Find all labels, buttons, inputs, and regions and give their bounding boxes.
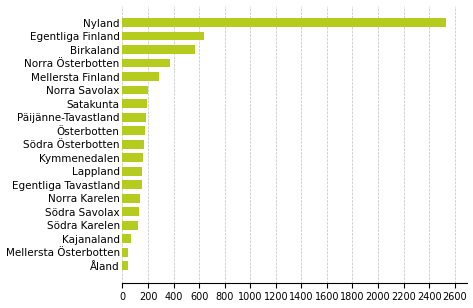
Bar	[123, 18, 446, 27]
Bar	[123, 86, 148, 95]
Bar	[123, 126, 146, 135]
Bar	[123, 140, 144, 148]
Bar	[123, 99, 148, 108]
Bar	[123, 45, 195, 54]
Bar	[123, 72, 159, 81]
Bar	[123, 180, 141, 189]
Bar	[123, 261, 128, 270]
Bar	[123, 221, 138, 229]
Bar	[123, 248, 128, 257]
Bar	[123, 167, 142, 176]
Bar	[123, 194, 140, 203]
Bar	[123, 234, 131, 243]
Bar	[123, 32, 203, 40]
Bar	[123, 113, 146, 122]
Bar	[123, 59, 170, 67]
Bar	[123, 207, 139, 216]
Bar	[123, 153, 143, 162]
